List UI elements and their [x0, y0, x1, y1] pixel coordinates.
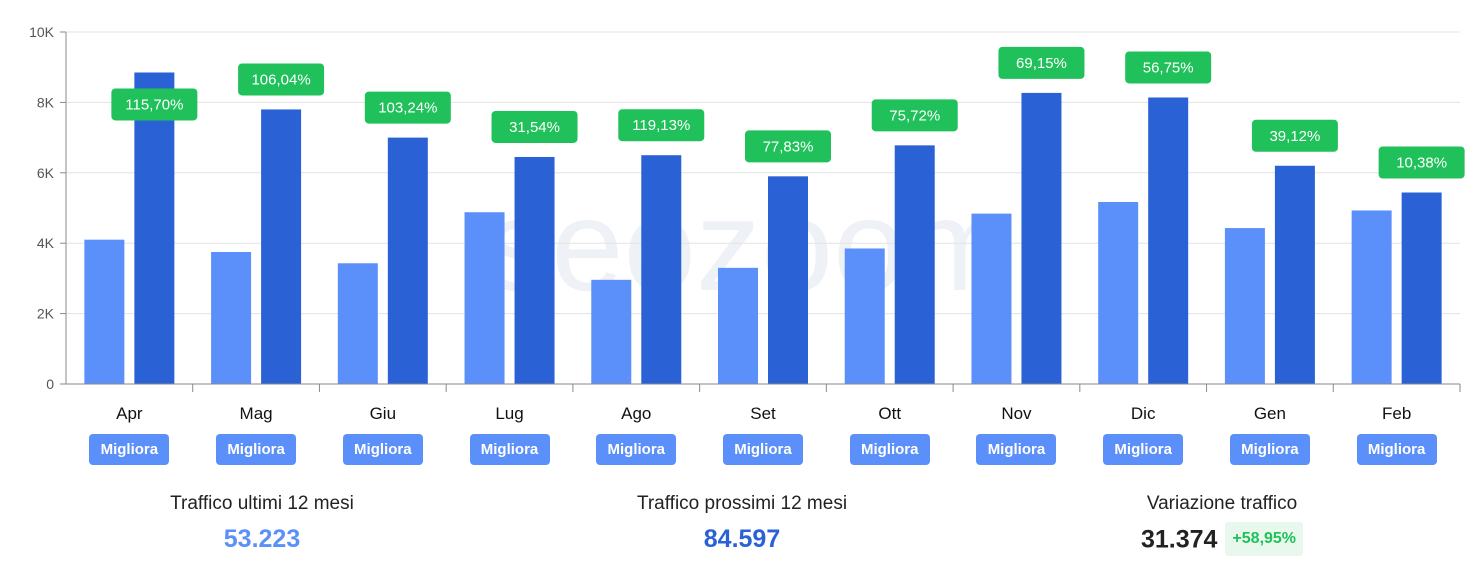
summary-next-12-label: Traffico prossimi 12 mesi [636, 493, 848, 514]
summary-last-12: Traffico ultimi 12 mesi 53.223 [102, 492, 422, 554]
summary-last-12-label: Traffico ultimi 12 mesi [170, 493, 354, 514]
x-tick-label: Apr [116, 404, 143, 423]
bar-last-12-apr[interactable] [84, 239, 125, 384]
change-badge-label: 103,24% [378, 100, 437, 117]
bar-next-12-ago[interactable] [641, 155, 682, 384]
change-badge-nov: 69,15% [998, 46, 1085, 79]
change-badge-bg [618, 109, 705, 142]
change-badge-bg [238, 63, 325, 96]
y-tick-label: 2K [37, 306, 55, 322]
migliora-button-apr[interactable]: Migliora [89, 434, 170, 465]
summary-variation-value: 31.374 [1140, 525, 1218, 554]
migliora-button-ott[interactable]: Migliora [849, 434, 930, 465]
bar-next-12-giu[interactable] [387, 137, 428, 384]
bar-next-12-dic[interactable] [1148, 97, 1189, 385]
migliora-button-nov[interactable]: Migliora [976, 434, 1057, 465]
summary-variation-delta-badge: +58,95% [1225, 522, 1304, 556]
change-badge-bg [871, 99, 958, 132]
change-badge-giu: 103,24% [364, 91, 451, 124]
x-tick-label: Nov [1001, 404, 1032, 423]
change-badge-label: 31,54% [509, 119, 560, 136]
change-badge-bg [1378, 146, 1465, 179]
change-badge-bg [491, 110, 578, 143]
migliora-button-ago[interactable]: Migliora [596, 434, 677, 465]
change-badge-set: 77,83% [745, 130, 831, 163]
x-tick-label: Gen [1254, 404, 1286, 423]
change-badge-bg [745, 130, 831, 163]
bar-next-12-feb[interactable] [1401, 192, 1442, 384]
summary-variation: Variazione traffico 31.374 +58,95% [1062, 492, 1382, 558]
migliora-button-set[interactable]: Migliora [723, 434, 803, 465]
change-badge-lug: 31,54% [491, 110, 578, 143]
change-badge-feb: 10,38% [1378, 146, 1465, 179]
change-badge-label: 119,13% [632, 117, 690, 134]
change-badge-bg [998, 46, 1085, 79]
bar-next-12-nov[interactable] [1021, 92, 1062, 385]
change-badge-label: 10,38% [1396, 155, 1447, 172]
bar-last-12-dic[interactable] [1098, 202, 1139, 384]
change-badge-label: 56,75% [1143, 59, 1194, 76]
x-tick-label: Set [750, 404, 776, 423]
bar-last-12-nov[interactable] [971, 213, 1012, 384]
bar-last-12-gen[interactable] [1224, 228, 1265, 384]
change-badge-bg [1251, 119, 1338, 152]
change-badge-label: 69,15% [1016, 55, 1067, 72]
summary-next-12: Traffico prossimi 12 mesi 84.597 [582, 492, 902, 554]
migliora-button-giu[interactable]: Migliora [342, 434, 423, 465]
change-badge-label: 115,70% [125, 96, 183, 113]
change-badge-ott: 75,72% [871, 99, 958, 132]
change-badge-apr: 115,70% [111, 88, 198, 121]
change-badge-ago: 119,13% [618, 109, 705, 142]
y-tick-label: 8K [37, 94, 55, 110]
summary-variation-value-row: 31.374 +58,95% [1062, 522, 1382, 558]
summary-last-12-value: 53.223 [223, 525, 301, 553]
change-badge-bg [111, 88, 198, 121]
change-badge-label: 39,12% [1269, 128, 1320, 145]
bar-last-12-feb[interactable] [1351, 210, 1392, 384]
migliora-button-gen[interactable]: Migliora [1229, 434, 1310, 465]
bar-last-12-lug[interactable] [464, 212, 505, 384]
bar-last-12-ott[interactable] [844, 248, 885, 384]
migliora-button-feb[interactable]: Migliora [1356, 434, 1437, 465]
summary-next-12-value: 84.597 [703, 525, 781, 553]
y-tick-label: 6K [37, 165, 55, 181]
change-badge-dic: 56,75% [1125, 51, 1212, 84]
bar-next-12-gen[interactable] [1274, 165, 1315, 384]
bar-last-12-ago[interactable] [591, 279, 632, 384]
migliora-button-mag[interactable]: Migliora [216, 434, 297, 465]
y-tick-label: 10K [29, 24, 55, 40]
bar-next-12-ott[interactable] [894, 145, 935, 384]
y-tick-label: 0 [46, 376, 54, 392]
x-tick-label: Giu [370, 404, 396, 423]
change-badge-gen: 39,12% [1251, 119, 1338, 152]
migliora-button-lug[interactable]: Migliora [469, 434, 550, 465]
change-badge-label: 106,04% [251, 71, 310, 88]
change-badge-bg [364, 91, 451, 124]
x-tick-label: Ago [621, 404, 651, 423]
bar-last-12-set[interactable] [718, 267, 758, 384]
bar-next-12-apr[interactable] [134, 72, 175, 384]
summary-variation-label: Variazione traffico [1146, 493, 1298, 514]
x-tick-label: Lug [495, 404, 523, 423]
bar-last-12-mag[interactable] [211, 252, 252, 384]
bar-next-12-lug[interactable] [514, 156, 555, 384]
x-tick-label: Feb [1382, 404, 1411, 423]
change-badge-label: 77,83% [763, 138, 814, 155]
bar-last-12-giu[interactable] [337, 263, 378, 384]
change-badge-mag: 106,04% [238, 63, 325, 96]
migliora-button-dic[interactable]: Migliora [1103, 434, 1184, 465]
x-tick-label: Dic [1131, 404, 1156, 423]
bar-next-12-mag[interactable] [261, 109, 302, 384]
change-badge-label: 75,72% [889, 107, 940, 124]
change-badge-bg [1125, 51, 1212, 84]
migliora-button-row: Migliora Migliora Migliora Migliora Migliora… [0, 434, 1475, 466]
bar-next-12-set[interactable] [768, 176, 808, 384]
x-tick-label: Ott [878, 404, 901, 423]
x-tick-label: Mag [240, 404, 273, 423]
y-tick-label: 4K [37, 235, 55, 251]
